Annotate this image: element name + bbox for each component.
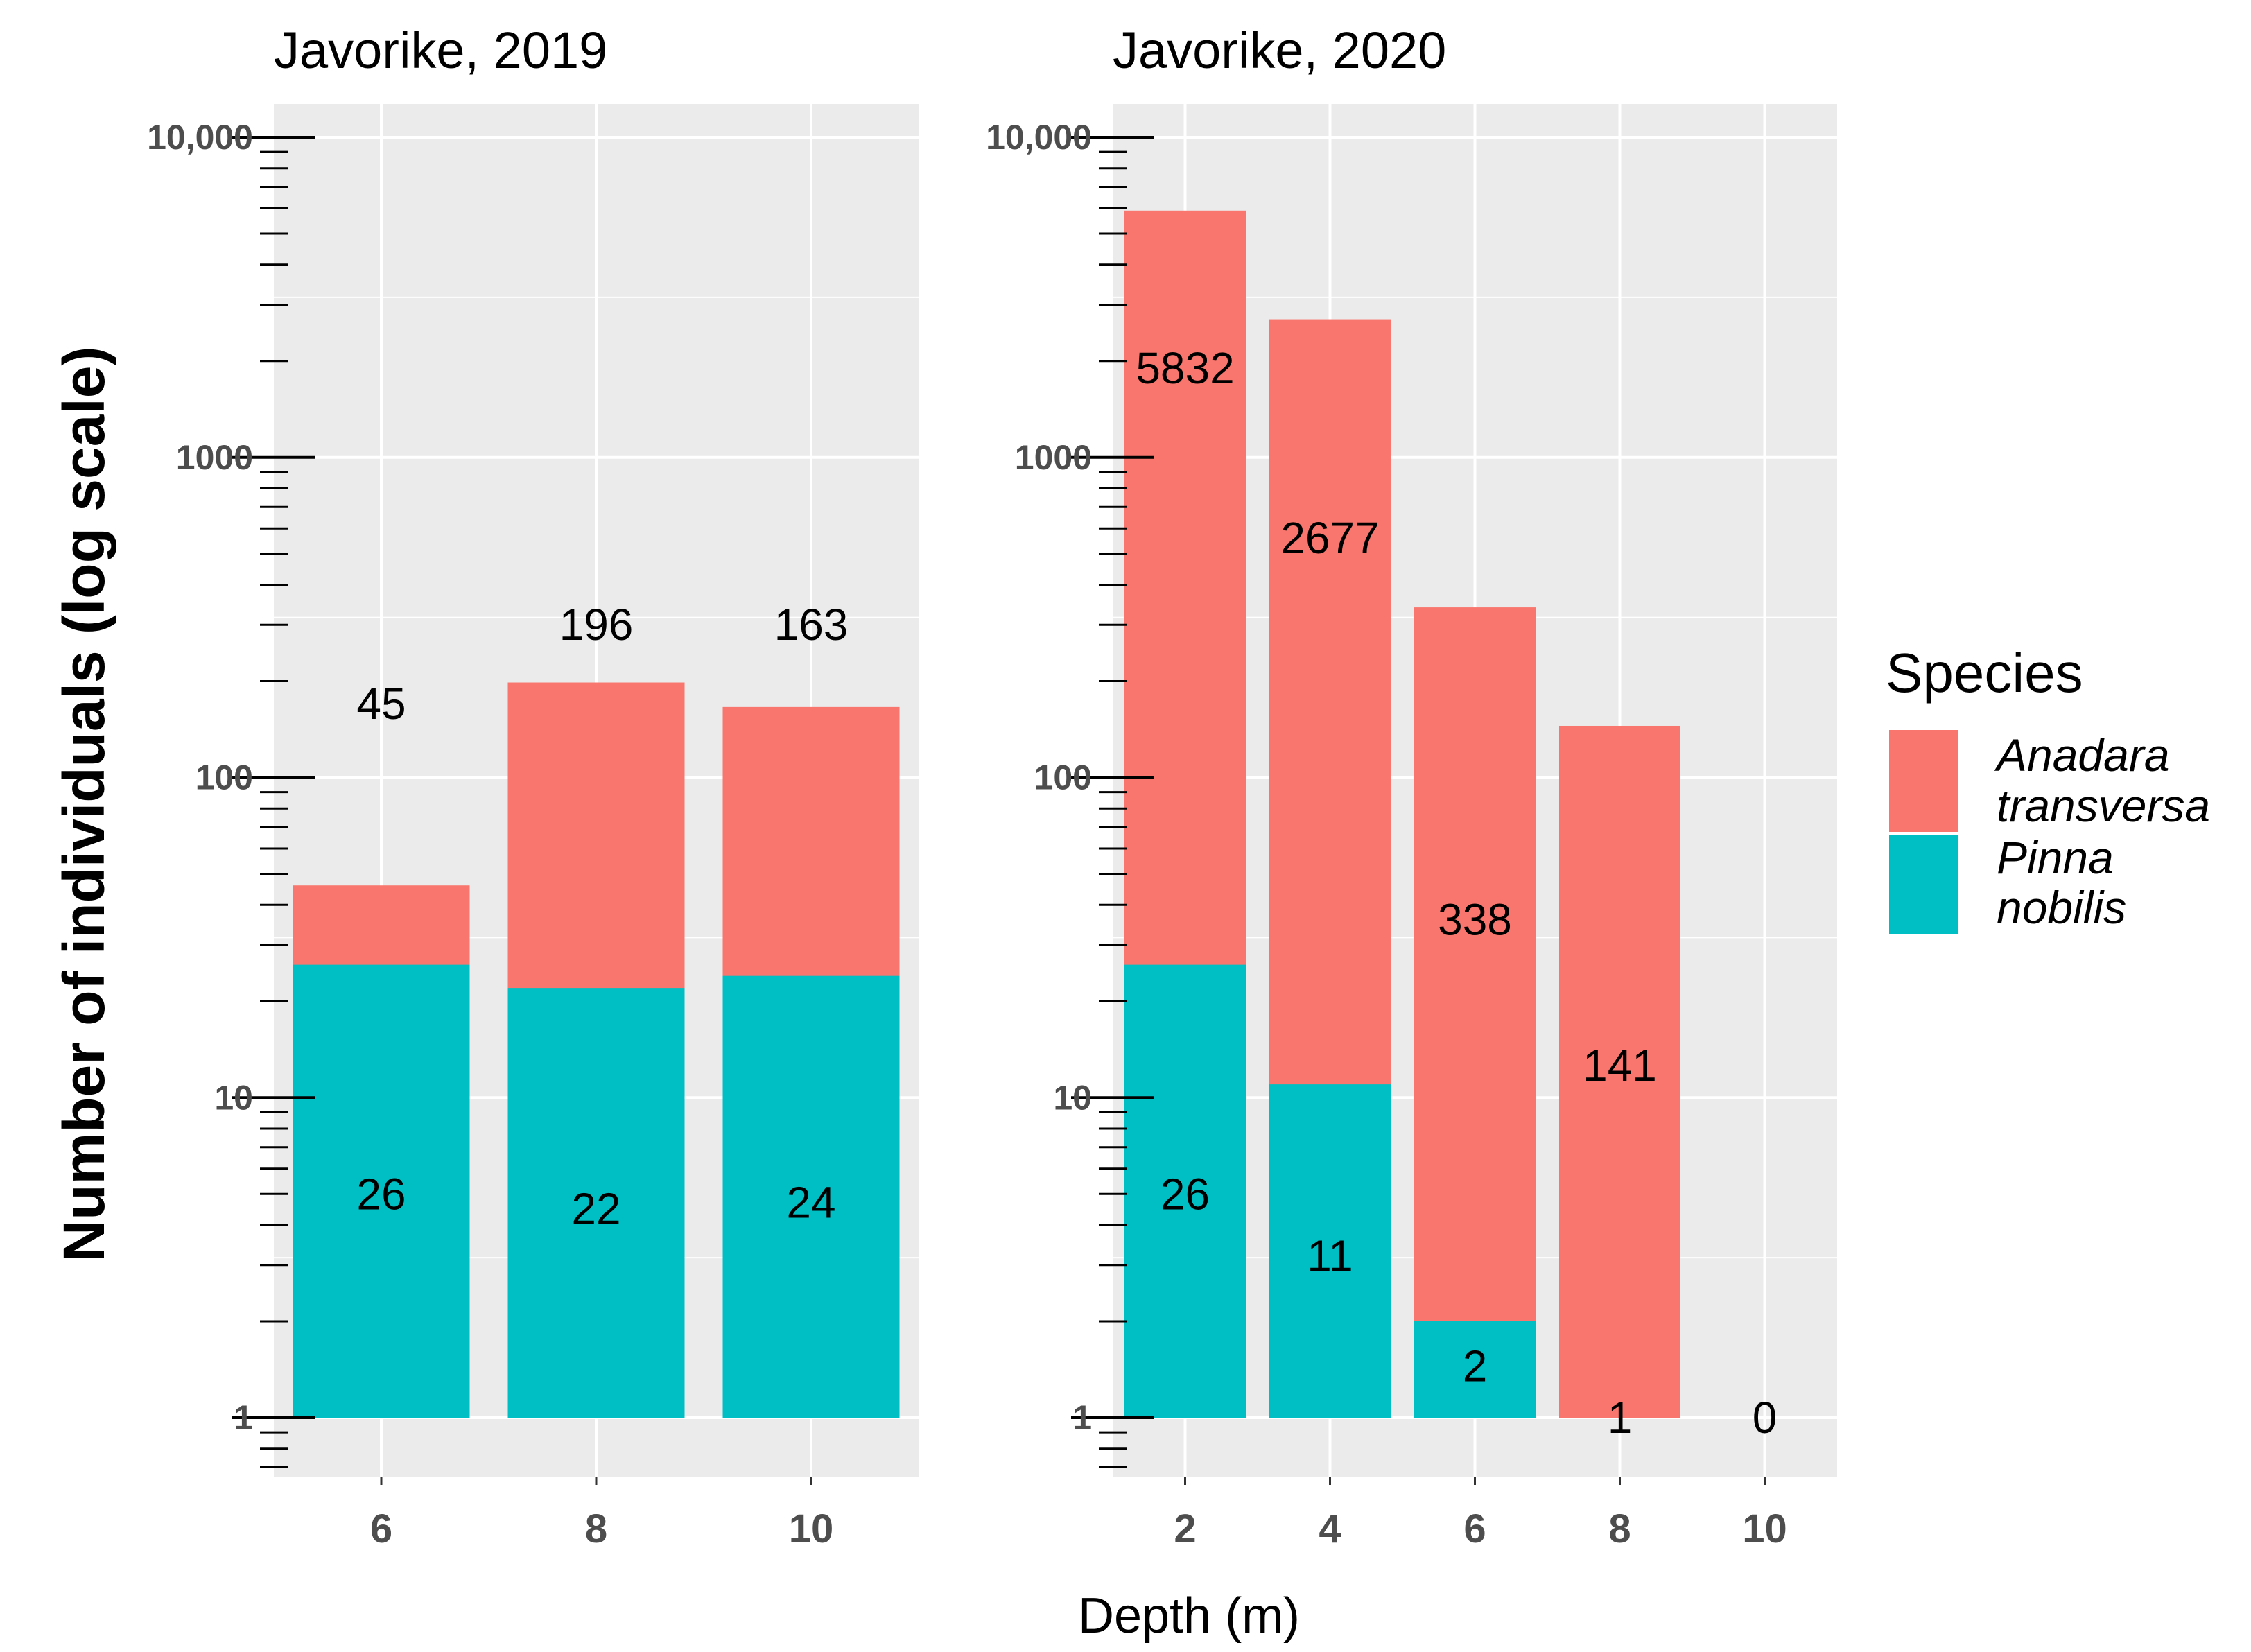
- legend-label-pinna-line1: Pinna: [1997, 832, 2114, 883]
- bars-2020: [1124, 210, 1680, 1418]
- bar-value-label: 26: [356, 1169, 406, 1219]
- panel-title-2019: Javorike, 2019: [274, 21, 607, 79]
- bar-pinna-nobilis: [722, 975, 900, 1418]
- legend-label-pinna-line2: nobilis: [1997, 882, 2126, 933]
- bar-value-label: 338: [1438, 894, 1512, 944]
- panel-title-2020: Javorike, 2020: [1113, 21, 1446, 79]
- bar-value-label: 0: [1753, 1393, 1778, 1443]
- bar-labels-2019: 45 196 163 26 22 24: [356, 600, 848, 1233]
- x-tick-label: 6: [370, 1506, 392, 1551]
- y-axis-2020: 1 10 100 1000 10,000: [986, 118, 1154, 1469]
- x-tick-label: 4: [1319, 1506, 1341, 1551]
- bar-pinna-nobilis: [1414, 1321, 1536, 1418]
- bars-2019: [293, 682, 900, 1418]
- legend-title: Species: [1886, 642, 2083, 704]
- x-tick-label: 2: [1174, 1506, 1196, 1551]
- legend-key-anadara-transversa: [1889, 730, 1958, 832]
- y-axis-2019: 1 10 100 1000 10,000: [147, 118, 315, 1469]
- x-axis-2020: 2 4 6 8 10: [1174, 1477, 1787, 1551]
- bar-value-label: 24: [786, 1178, 835, 1228]
- y-tick-label: 1000: [176, 438, 253, 477]
- legend: Species Anadara transversa Pinna nobilis: [1886, 642, 2210, 934]
- bar-pinna-nobilis: [1269, 1084, 1391, 1418]
- bar-value-label: 2677: [1280, 513, 1379, 563]
- bar-value-label: 11: [1307, 1231, 1353, 1281]
- bar-pinna-nobilis: [1124, 964, 1246, 1418]
- bar-anadara-transversa: [1414, 607, 1536, 1418]
- bar-value-label: 5832: [1136, 343, 1234, 393]
- bar-value-label: 26: [1161, 1169, 1210, 1219]
- y-tick-label: 100: [1034, 758, 1092, 797]
- y-tick-label: 100: [195, 758, 253, 797]
- bar-value-label: 196: [559, 600, 634, 650]
- y-tick-label: 10: [214, 1078, 253, 1117]
- x-axis-label: Depth (m): [1078, 1588, 1300, 1644]
- y-tick-label: 10,000: [147, 118, 253, 157]
- bar-value-label: 1: [1608, 1393, 1633, 1443]
- y-tick-label: 10,000: [986, 118, 1092, 157]
- legend-key-pinna-nobilis: [1889, 835, 1958, 934]
- bar-value-label: 163: [774, 600, 849, 650]
- y-tick-label: 1: [234, 1398, 253, 1437]
- y-tick-label: 10: [1053, 1078, 1092, 1117]
- bar-pinna-nobilis: [507, 988, 685, 1418]
- x-axis-2019: 6 8 10: [370, 1477, 833, 1551]
- y-tick-label: 1: [1072, 1398, 1092, 1437]
- x-tick-label: 6: [1463, 1506, 1486, 1551]
- legend-label-anadara-line1: Anadara: [1994, 729, 2170, 781]
- bar-anadara-transversa: [1559, 725, 1680, 1418]
- x-tick-label: 8: [1608, 1506, 1631, 1551]
- bar-value-label: 141: [1583, 1041, 1657, 1090]
- bar-value-label: 45: [356, 679, 406, 729]
- x-tick-label: 10: [789, 1506, 834, 1551]
- y-tick-label: 1000: [1015, 438, 1092, 477]
- bar-value-label: 2: [1463, 1341, 1488, 1391]
- x-tick-label: 10: [1742, 1506, 1787, 1551]
- y-axis-label: Number of individuals (log scale): [51, 347, 116, 1262]
- panel-2019: Javorike, 2019 45 196 163 26 22 24 1 10 100 1000…: [147, 21, 919, 1551]
- legend-label-anadara-line2: transversa: [1997, 780, 2210, 831]
- bar-labels-2020: 5832 2677 338 141 26 11 2 1 0: [1136, 343, 1777, 1443]
- bar-value-label: 22: [571, 1183, 620, 1233]
- bar-pinna-nobilis: [293, 964, 470, 1418]
- x-tick-label: 8: [585, 1506, 607, 1551]
